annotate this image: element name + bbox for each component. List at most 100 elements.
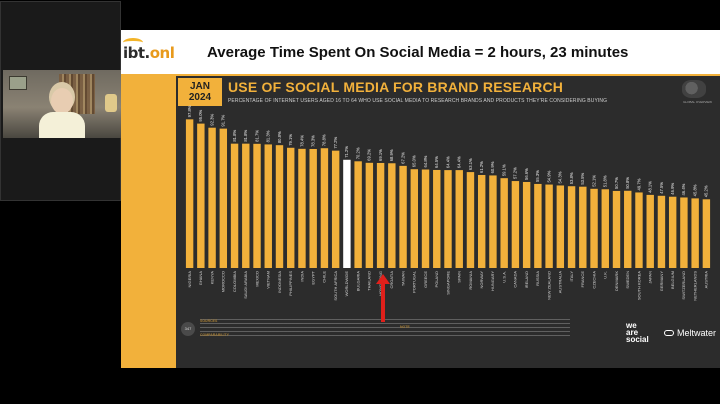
category-label: MEXICO: [254, 271, 259, 287]
value-label: 70.2%: [355, 147, 360, 159]
category-label: POLAND: [434, 271, 439, 288]
category-label: DENMARK: [614, 271, 619, 291]
category-label: SPAIN: [457, 271, 462, 283]
category-label: WORLDWIDE: [344, 271, 349, 297]
category-label: SWITZERLAND: [681, 271, 686, 300]
bar-ghana: [197, 123, 205, 268]
category-label: CZECHIA: [591, 271, 596, 289]
category-label: SINGAPORE: [445, 271, 450, 295]
bar-sweden: [624, 190, 632, 268]
category-label: GREECE: [423, 271, 428, 288]
red-arrow-annotation: [376, 274, 390, 322]
chart-subtitle: PERCENTAGE OF INTERNET USERS AGED 16 TO …: [228, 98, 608, 104]
bar-australia: [556, 185, 565, 268]
category-label: CHILE: [322, 271, 327, 283]
value-label: 69.1%: [378, 149, 383, 161]
bar-taiwan: [399, 165, 407, 268]
value-label: 67.2%: [400, 152, 405, 164]
presentation-slide: ibt.onl Average Time Spent On Social Med…: [121, 30, 720, 368]
bar-thailand: [365, 162, 374, 268]
bar-worldwide: [343, 159, 351, 268]
category-label: ROMANIA: [468, 271, 473, 290]
category-label: KENYA: [209, 271, 214, 285]
bar-chile: [320, 148, 329, 268]
value-label: 59.1%: [501, 164, 506, 176]
date-badge: JAN 2024: [178, 78, 222, 106]
category-label: NIGERIA: [187, 271, 192, 288]
bar-mexico: [253, 143, 261, 268]
value-label: 65.0%: [412, 155, 417, 167]
value-label: 63.1%: [468, 158, 473, 170]
chart-title: USE OF SOCIAL MEDIA FOR BRAND RESEARCH: [228, 79, 564, 95]
bar-italy: [567, 186, 576, 268]
chart-card: JAN 2024 USE OF SOCIAL MEDIA FOR BRAND R…: [176, 76, 720, 368]
value-label: 55.3%: [535, 170, 540, 182]
category-label: COLOMBIA: [232, 271, 237, 292]
bar-ireland: [522, 181, 531, 268]
value-label: 77.2%: [333, 137, 338, 149]
bar-belgium: [668, 196, 677, 268]
category-label: FRANCE: [580, 271, 585, 288]
participant-webcam-feed: [3, 70, 121, 138]
bar-kenya: [208, 127, 216, 268]
value-label: 52.1%: [591, 175, 596, 187]
participant-video-tile[interactable]: [0, 1, 121, 201]
category-label: ITALY: [569, 271, 574, 282]
value-label: 81.7%: [254, 130, 259, 142]
value-label: 47.5%: [659, 182, 664, 194]
meltwater-logo: Meltwater: [664, 328, 716, 338]
bar-nigeria: [185, 119, 194, 268]
value-label: 46.9%: [670, 183, 675, 195]
we-are-social-logo: we are social: [626, 321, 649, 344]
footer-tag-comparability: COMPARABILITY: [200, 333, 229, 337]
category-label: SWEDEN: [625, 271, 630, 289]
value-label: 64.4%: [457, 156, 462, 168]
wall-picture: [9, 76, 27, 90]
category-label: CROATIA: [389, 271, 394, 289]
bar-south-korea: [635, 192, 643, 268]
category-label: U.S.A.: [501, 271, 506, 283]
category-label: EGYPT: [310, 270, 315, 284]
value-label: 92.3%: [209, 114, 214, 126]
footer-tag-note: NOTE: [400, 325, 410, 329]
orange-panel: JAN 2024 USE OF SOCIAL MEDIA FOR BRAND R…: [121, 74, 720, 368]
ibt-logo: ibt.onl: [123, 38, 175, 62]
date-year: 2024: [188, 92, 212, 103]
date-month: JAN: [189, 81, 210, 92]
category-label: NETHERLANDS: [692, 271, 697, 301]
bar-greece: [421, 169, 430, 268]
value-label: 45.2%: [704, 185, 709, 197]
category-label: AUSTRALIA: [558, 271, 563, 294]
value-label: 57.2%: [513, 167, 518, 179]
value-label: 60.9%: [490, 161, 495, 173]
value-label: 49.7%: [636, 178, 641, 190]
category-label: GHANA: [198, 271, 203, 286]
value-label: 54.3%: [558, 171, 563, 183]
value-label: 64.5%: [434, 156, 439, 168]
category-label: TAIWAN: [400, 271, 405, 286]
value-label: 79.1%: [288, 134, 293, 146]
value-label: 46.4%: [681, 183, 686, 195]
value-label: 56.6%: [524, 168, 529, 180]
value-label: 48.1%: [648, 181, 653, 193]
category-label: NEW ZEALAND: [546, 271, 551, 300]
bar-egypt: [309, 148, 317, 268]
category-label: HUNGARY: [490, 271, 495, 291]
value-label: 64.4%: [445, 156, 450, 168]
category-label: SAUDI ARABIA: [243, 271, 248, 299]
value-label: 45.8%: [692, 184, 697, 196]
bar-portugal: [410, 169, 418, 268]
category-label: PHILIPPINES: [288, 271, 293, 296]
category-label: NORWAY: [479, 271, 484, 289]
bar-saudi-arabia: [242, 143, 250, 268]
value-label: 53.8%: [569, 172, 574, 184]
bar-spain: [455, 170, 463, 268]
category-label: VIETNAM: [266, 271, 271, 289]
bar-norway: [477, 174, 486, 268]
value-label: 64.8%: [423, 155, 428, 167]
bar-singapore: [444, 170, 452, 268]
value-label: 54.9%: [546, 170, 551, 182]
bar-czechia: [590, 188, 598, 268]
bar-vietnam: [264, 144, 272, 268]
category-label: AUSTRIA: [704, 271, 709, 289]
